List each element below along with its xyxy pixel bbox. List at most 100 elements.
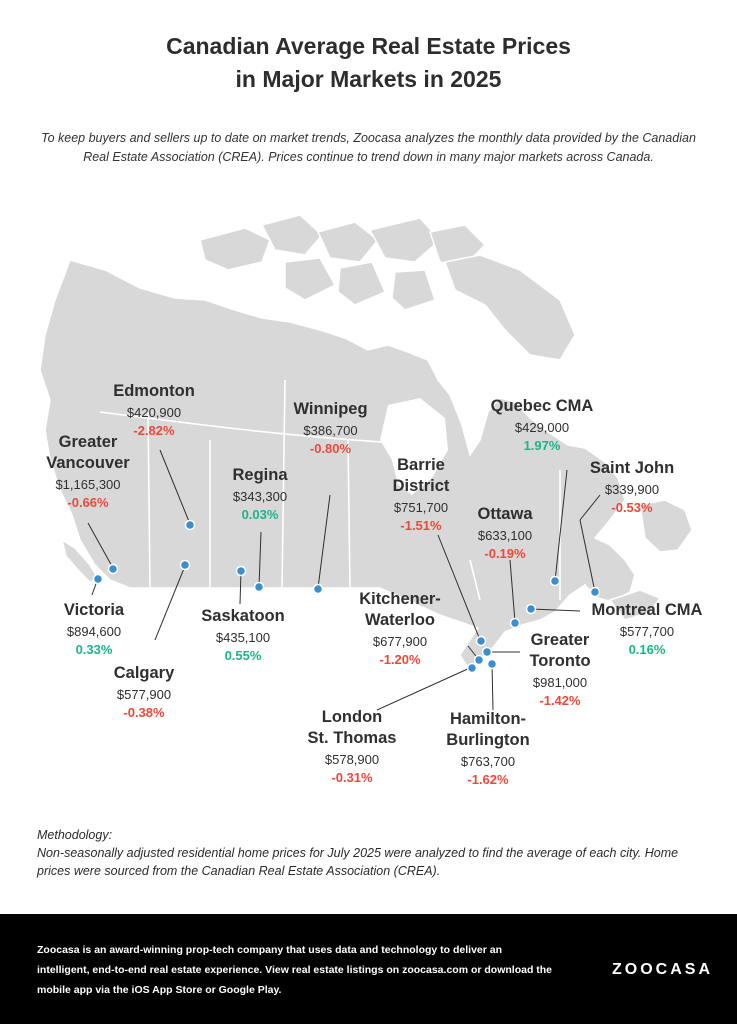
city-vancouver: Greater Vancouver $1,165,300 -0.66% — [28, 432, 148, 511]
leader-saint-john-2 — [579, 519, 596, 593]
city-change: -0.19% — [484, 546, 526, 561]
city-name: Saint John — [589, 459, 675, 477]
footer: Zoocasa is an award-winning prop-tech co… — [0, 914, 737, 1024]
leader-vancouver — [87, 522, 114, 569]
city-name-1: Greater — [58, 433, 118, 451]
city-price: $981,000 — [532, 675, 588, 690]
marker-winnipeg — [312, 583, 324, 595]
city-name: Regina — [232, 466, 288, 484]
marker-victoria — [92, 573, 104, 585]
zoocasa-logo[interactable]: ZOOCASA — [612, 961, 713, 978]
arctic-island — [391, 269, 436, 311]
city-change: -1.42% — [539, 693, 581, 708]
city-calgary: Calgary $577,900 -0.38% — [96, 663, 192, 721]
methodology: Methodology: Non-seasonally adjusted res… — [37, 826, 697, 880]
city-price: $578,900 — [324, 752, 380, 767]
city-saint-john: Saint John $339,900 -0.53% — [580, 458, 684, 516]
city-price: $894,600 — [66, 624, 122, 639]
leader-montreal — [530, 608, 581, 612]
markers — [92, 519, 601, 674]
footer-text: Zoocasa is an award-winning prop-tech co… — [37, 944, 553, 996]
title-line-2: in Major Markets in 2025 — [235, 66, 502, 92]
city-price: $633,100 — [477, 528, 533, 543]
city-toronto: Greater Toronto $981,000 -1.42% — [514, 630, 606, 709]
marker-quebec — [549, 575, 561, 587]
arctic-island — [337, 261, 386, 306]
city-price: $420,900 — [126, 405, 182, 420]
marker-saskatoon — [235, 565, 247, 577]
marker-barrie — [475, 635, 487, 647]
marker-montreal — [525, 603, 537, 615]
city-price: $677,900 — [372, 634, 428, 649]
hudson-bay — [380, 398, 448, 495]
leader-saint-john — [579, 494, 601, 521]
leader-calgary — [154, 565, 186, 641]
city-change: -1.62% — [467, 772, 509, 787]
city-victoria: Victoria $894,600 0.33% — [46, 600, 142, 658]
city-kitchener: Kitchener- Waterloo $677,900 -1.20% — [344, 589, 456, 668]
city-change: -0.31% — [331, 770, 373, 785]
city-name: Ottawa — [477, 505, 533, 523]
leader-hamilton — [491, 663, 494, 711]
city-ottawa: Ottawa $633,100 -0.19% — [462, 504, 548, 562]
city-price: $343,300 — [232, 489, 288, 504]
city-name-2: Toronto — [529, 652, 591, 670]
city-regina: Regina $343,300 0.03% — [214, 465, 306, 523]
city-hamilton: Hamilton- Burlington $763,700 -1.62% — [432, 709, 544, 788]
city-winnipeg: Winnipeg $386,700 -0.80% — [278, 399, 383, 457]
marker-saint-john — [589, 586, 601, 598]
leader-quebec — [554, 469, 568, 582]
city-name: Quebec CMA — [490, 397, 594, 415]
city-name: Calgary — [113, 664, 175, 682]
leader-regina — [258, 531, 262, 588]
city-name-1: Hamilton- — [449, 710, 527, 728]
marker-london — [466, 662, 478, 674]
city-change: -0.66% — [67, 495, 109, 510]
arctic-island — [316, 221, 380, 263]
leader-winnipeg — [317, 494, 331, 589]
city-change: 0.16% — [628, 642, 666, 657]
canada-map — [39, 214, 693, 711]
leader-saskatoon — [239, 570, 242, 605]
nova-scotia — [608, 589, 662, 621]
city-name-2: St. Thomas — [307, 729, 397, 747]
city-name-1: London — [321, 708, 383, 726]
city-name: Victoria — [63, 601, 125, 619]
page-title: Canadian Average Real Estate Prices in M… — [0, 30, 737, 96]
city-name-1: Greater — [530, 631, 590, 649]
city-quebec: Quebec CMA $429,000 1.97% — [478, 396, 606, 454]
city-change: -0.38% — [123, 705, 165, 720]
arctic-island — [199, 227, 271, 271]
city-name-2: Burlington — [446, 731, 530, 749]
city-name: Edmonton — [113, 382, 195, 400]
marker-toronto — [481, 646, 493, 658]
marker-regina — [253, 581, 265, 593]
arctic-island — [368, 217, 442, 263]
city-price: $751,700 — [393, 500, 449, 515]
city-montreal: Montreal CMA $577,700 0.16% — [578, 600, 716, 658]
city-change: -0.53% — [611, 500, 653, 515]
city-name: Montreal CMA — [591, 601, 703, 619]
city-change: 0.55% — [224, 648, 262, 663]
city-price: $577,700 — [619, 624, 675, 639]
arctic-island — [260, 214, 324, 256]
marker-calgary — [179, 559, 191, 571]
marker-hamilton — [486, 658, 498, 670]
leader-barrie — [437, 534, 481, 641]
title-line-1: Canadian Average Real Estate Prices — [166, 33, 571, 59]
city-name-2: District — [392, 477, 450, 495]
city-change: 0.03% — [241, 507, 279, 522]
leader-ottawa — [509, 559, 516, 623]
city-name-2: Waterloo — [365, 611, 435, 629]
city-change: -1.51% — [400, 518, 442, 533]
city-price: $339,900 — [604, 482, 660, 497]
city-price: $429,000 — [514, 420, 570, 435]
leader-london — [376, 666, 473, 711]
leader-edmonton — [159, 449, 191, 525]
city-london: London St. Thomas $578,900 -0.31% — [300, 707, 404, 786]
city-name: Winnipeg — [293, 400, 368, 418]
city-change: -0.80% — [309, 441, 352, 456]
city-name: Saskatoon — [201, 607, 285, 625]
methodology-label: Methodology: — [37, 828, 113, 842]
arctic-island — [284, 257, 337, 301]
